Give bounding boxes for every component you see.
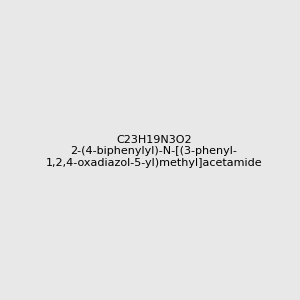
Text: C23H19N3O2
2-(4-biphenylyl)-N-[(3-phenyl-
1,2,4-oxadiazol-5-yl)methyl]acetamide: C23H19N3O2 2-(4-biphenylyl)-N-[(3-phenyl… <box>45 135 262 168</box>
